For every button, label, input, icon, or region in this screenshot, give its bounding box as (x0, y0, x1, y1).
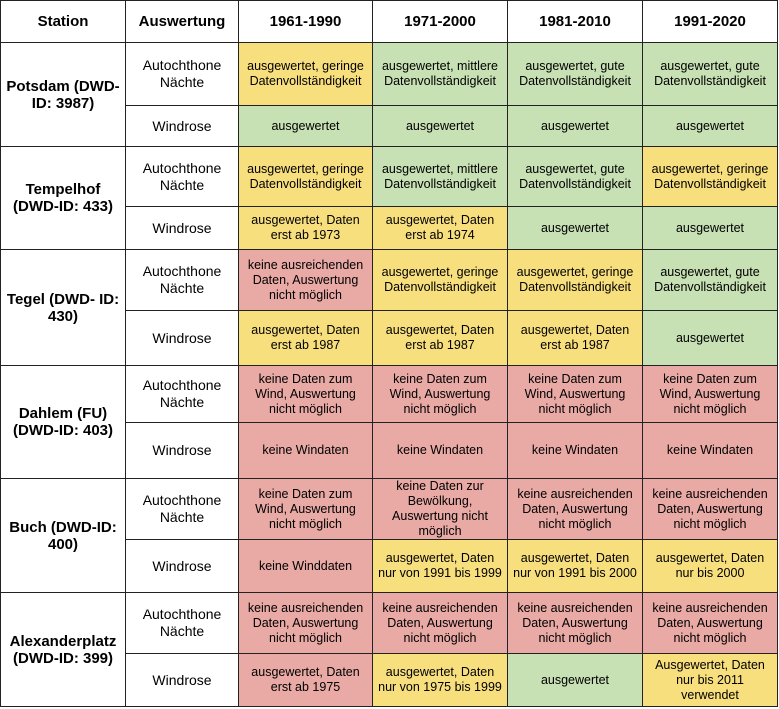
header-cell: 1991-2020 (642, 0, 778, 43)
status-cell: keine Windaten (642, 422, 778, 479)
evaluation-cell: Autochthone Nächte (125, 365, 239, 423)
station-cell: Tegel (DWD- ID: 430) (0, 249, 126, 366)
header-row: Station Auswertung 1961-1990 1971-2000 1981-… (0, 0, 778, 43)
status-cell: ausgewertet, Daten nur bis 2000 (642, 539, 778, 593)
evaluation-cell: Windrose (125, 105, 239, 147)
header-cell: 1981-2010 (507, 0, 643, 43)
status-cell: keine ausreichenden Daten, Auswertung ni… (238, 249, 373, 311)
table-row: Tegel (DWD- ID: 430) Autochthone Nächte ke… (0, 249, 778, 366)
status-cell: ausgewertet, geringe Datenvollständigkei… (372, 249, 508, 311)
status-cell: ausgewertet (238, 105, 373, 147)
status-cell: keine Daten zum Wind, Auswertung nicht m… (642, 365, 778, 423)
header-cell: Station (0, 0, 126, 43)
status-cell: keine ausreichenden Daten, Auswertung ni… (507, 478, 643, 540)
evaluation-cell: Autochthone Nächte (125, 478, 239, 540)
table-body: Potsdam (DWD-ID: 3987) Autochthone Nächte… (0, 42, 778, 707)
status-cell: ausgewertet, gute Datenvollständigkeit (507, 146, 643, 207)
evaluation-cell: Autochthone Nächte (125, 249, 239, 311)
status-cell: ausgewertet, geringe Datenvollständigkei… (238, 146, 373, 207)
status-cell: ausgewertet, mittlere Datenvollständigke… (372, 146, 508, 207)
evaluation-cell: Windrose (125, 206, 239, 250)
status-cell: ausgewertet, Daten erst ab 1974 (372, 206, 508, 250)
evaluation-cell: Windrose (125, 653, 239, 707)
status-cell: ausgewertet, Daten erst ab 1987 (507, 310, 643, 366)
station-cell: Dahlem (FU) (DWD-ID: 403) (0, 365, 126, 479)
status-cell: keine ausreichenden Daten, Auswertung ni… (238, 592, 373, 654)
evaluation-cell: Windrose (125, 539, 239, 593)
status-cell: keine Daten zum Wind, Auswertung nicht m… (238, 478, 373, 540)
status-cell: ausgewertet, geringe Datenvollständigkei… (507, 249, 643, 311)
station-cell: Buch (DWD-ID: 400) (0, 478, 126, 593)
status-cell: keine Daten zum Wind, Auswertung nicht m… (507, 365, 643, 423)
header-cell: 1961-1990 (238, 0, 373, 43)
header-cell: Auswertung (125, 0, 239, 43)
status-cell: keine Windaten (507, 422, 643, 479)
status-cell: ausgewertet, Daten erst ab 1987 (238, 310, 373, 366)
evaluation-cell: Autochthone Nächte (125, 592, 239, 654)
status-cell: ausgewertet (642, 105, 778, 147)
status-cell: keine Daten zum Wind, Auswertung nicht m… (238, 365, 373, 423)
status-cell: ausgewertet (372, 105, 508, 147)
status-cell: ausgewertet (507, 206, 643, 250)
status-cell: keine ausreichenden Daten, Auswertung ni… (642, 478, 778, 540)
status-cell: ausgewertet, Daten erst ab 1987 (372, 310, 508, 366)
station-cell: Tempelhof (DWD-ID: 433) (0, 146, 126, 250)
status-cell: ausgewertet, Daten nur von 1991 bis 1999 (372, 539, 508, 593)
status-cell: ausgewertet, geringe Datenvollständigkei… (238, 42, 373, 106)
status-cell: keine Winddaten (238, 539, 373, 593)
table-row: Windrose ausgewertet, Daten erst ab 1987 a… (1, 310, 778, 366)
status-cell: keine Windaten (238, 422, 373, 479)
header-cell: 1971-2000 (372, 0, 508, 43)
table-row: Buch (DWD-ID: 400) Autochthone Nächte kein… (0, 478, 778, 593)
table-row: Potsdam (DWD-ID: 3987) Autochthone Nächte… (0, 42, 778, 147)
evaluation-cell: Autochthone Nächte (125, 42, 239, 106)
status-cell: keine ausreichenden Daten, Auswertung ni… (642, 592, 778, 654)
status-cell: keine ausreichenden Daten, Auswertung ni… (372, 592, 508, 654)
station-cell: Alexanderplatz (DWD-ID: 399) (0, 592, 126, 707)
status-cell: keine Daten zum Wind, Auswertung nicht m… (372, 365, 508, 423)
table-row: Windrose keine Windaten keine Windaten kein… (1, 422, 778, 479)
table-row: Windrose ausgewertet ausgewertet ausgewerte… (1, 105, 778, 147)
status-cell: ausgewertet, gute Datenvollständigkeit (642, 42, 778, 106)
table-row: Tempelhof (DWD-ID: 433) Autochthone Nächt… (0, 146, 778, 250)
status-cell: ausgewertet (507, 653, 643, 707)
status-cell: keine Daten zur Bewölkung, Auswertung ni… (372, 478, 508, 540)
status-cell: ausgewertet, Daten nur von 1975 bis 1999 (372, 653, 508, 707)
evaluation-cell: Autochthone Nächte (125, 146, 239, 207)
status-cell: ausgewertet (642, 206, 778, 250)
status-cell: ausgewertet, mittlere Datenvollständigke… (372, 42, 508, 106)
table-row: Alexanderplatz (DWD-ID: 399) Autochthone … (0, 592, 778, 707)
status-cell: ausgewertet (507, 105, 643, 147)
status-cell: keine Windaten (372, 422, 508, 479)
status-cell: ausgewertet (642, 310, 778, 366)
station-cell: Potsdam (DWD-ID: 3987) (0, 42, 126, 147)
status-cell: ausgewertet, Daten erst ab 1973 (238, 206, 373, 250)
evaluation-cell: Windrose (125, 422, 239, 479)
table-row: Windrose keine Winddaten ausgewertet, Date… (1, 539, 778, 593)
table-row: Windrose ausgewertet, Daten erst ab 1973 a… (1, 206, 778, 250)
status-cell: ausgewertet, Daten nur von 1991 bis 2000 (507, 539, 643, 593)
evaluation-cell: Windrose (125, 310, 239, 366)
table-row: Windrose ausgewertet, Daten erst ab 1975 a… (1, 653, 778, 707)
status-cell: Ausgewertet, Daten nur bis 2011 verwende… (642, 653, 778, 707)
status-cell: ausgewertet, gute Datenvollständigkeit (507, 42, 643, 106)
status-cell: ausgewertet, geringe Datenvollständigkei… (642, 146, 778, 207)
status-cell: keine ausreichenden Daten, Auswertung ni… (507, 592, 643, 654)
table-row: Dahlem (FU) (DWD-ID: 403) Autochthone Näc… (0, 365, 778, 479)
status-cell: ausgewertet, gute Datenvollständigkeit (642, 249, 778, 311)
status-cell: ausgewertet, Daten erst ab 1975 (238, 653, 373, 707)
